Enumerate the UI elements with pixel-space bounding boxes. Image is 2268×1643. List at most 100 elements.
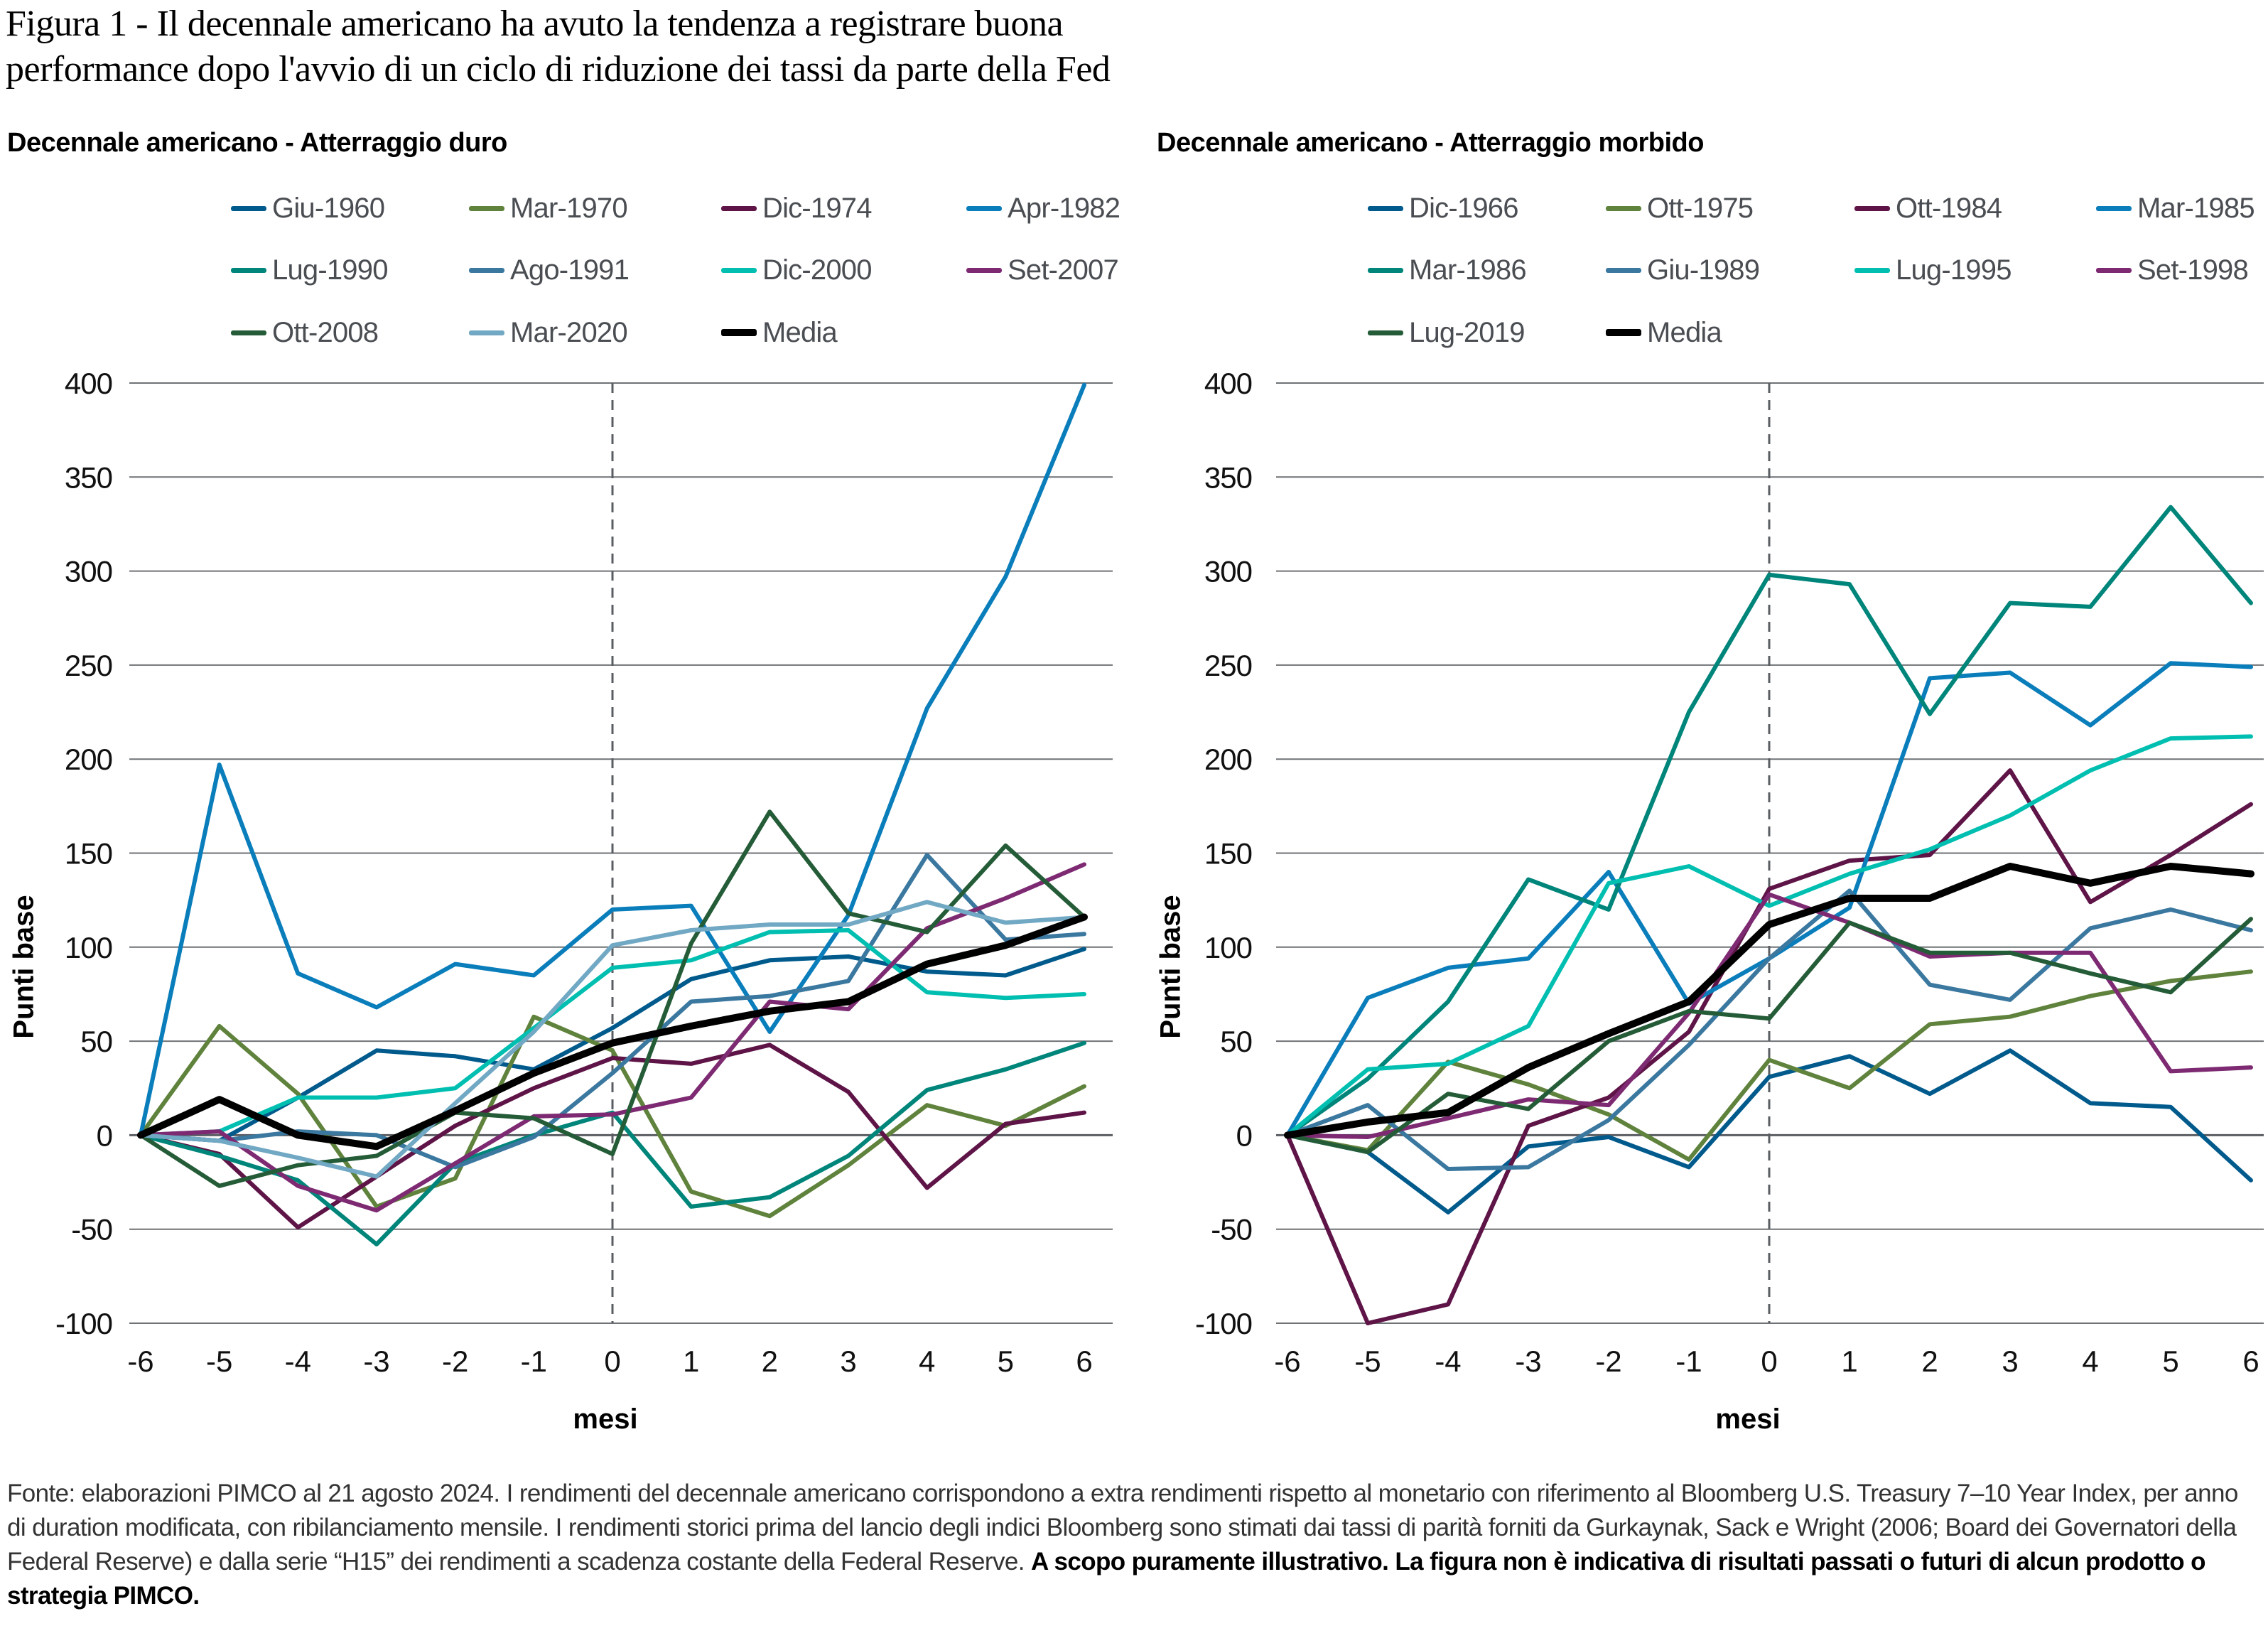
legend-item-giu-1960: Giu-1960 xyxy=(231,190,385,226)
series-line-ott-2008 xyxy=(139,809,1086,1188)
legend-item-lug-2019: Lug-2019 xyxy=(1368,315,1525,350)
legend-item-dic-2000: Dic-2000 xyxy=(721,252,872,288)
legend-label: Dic-1966 xyxy=(1409,192,1518,224)
y-tick-label: -100 xyxy=(55,1307,112,1340)
legend-item-mar-1970: Mar-1970 xyxy=(469,190,628,226)
x-tick-label: -5 xyxy=(1354,1345,1381,1378)
legend-swatch-icon xyxy=(966,205,1002,211)
legend-label: Lug-1995 xyxy=(1896,254,2012,286)
y-tick-label: 400 xyxy=(65,367,112,400)
legend-item-set-1998: Set-1998 xyxy=(2096,252,2249,288)
x-tick-label: -3 xyxy=(363,1345,389,1378)
x-tick-label: 4 xyxy=(919,1345,935,1378)
series-line-lug-2019 xyxy=(1285,917,2253,1155)
y-tick-label: 0 xyxy=(1236,1119,1252,1152)
legend-label: Dic-2000 xyxy=(762,254,872,286)
legend-item-mar-1985: Mar-1985 xyxy=(2096,190,2255,226)
legend-label: Dic-1974 xyxy=(762,192,872,224)
legend-swatch-icon xyxy=(1854,205,1890,211)
legend-swatch-icon xyxy=(231,205,266,211)
y-tick-label: 150 xyxy=(65,837,112,871)
y-axis-label: Punti base xyxy=(1155,895,1187,1038)
legend-item-ott-1984: Ott-1984 xyxy=(1854,190,2002,226)
legend-swatch-icon xyxy=(469,330,504,335)
legend-item-dic-1974: Dic-1974 xyxy=(721,190,872,226)
legend-item-set-2007: Set-2007 xyxy=(966,252,1119,288)
y-tick-label: 250 xyxy=(65,649,112,682)
x-tick-label: 6 xyxy=(1076,1345,1092,1378)
series-line-dic-1966 xyxy=(1285,1048,2253,1214)
series-line-dic-2000 xyxy=(139,928,1086,1138)
legend-label: Ott-2008 xyxy=(272,316,379,348)
series-line-dic-1974 xyxy=(139,1043,1086,1230)
series-line-ott-1984 xyxy=(1285,768,2253,1325)
y-tick-label: -50 xyxy=(71,1213,112,1246)
y-tick-label: 250 xyxy=(1204,649,1252,682)
chart-title-soft-landing: Decennale americano - Atterraggio morbid… xyxy=(1157,128,1704,158)
legend-label: Ago-1991 xyxy=(510,254,630,286)
legend-swatch-icon xyxy=(966,267,1002,273)
series-line-mar-2020 xyxy=(139,900,1086,1179)
chart-title-hard-landing: Decennale americano - Atterraggio duro xyxy=(7,128,507,158)
legend-swatch-icon xyxy=(469,205,504,211)
x-tick-label: 0 xyxy=(1761,1345,1777,1378)
legend-swatch-icon xyxy=(721,205,757,211)
x-tick-label: 3 xyxy=(840,1345,856,1378)
legend-item-media: Media xyxy=(1606,315,1722,350)
x-tick-label: -1 xyxy=(521,1345,547,1378)
legend-label: Giu-1960 xyxy=(272,192,385,224)
y-tick-label: 150 xyxy=(1204,837,1252,871)
series-line-set-1998 xyxy=(1285,892,2253,1139)
x-tick-label: 4 xyxy=(2082,1345,2098,1378)
series-line-media xyxy=(137,913,1088,1151)
x-tick-label: -2 xyxy=(442,1345,468,1378)
footnote-text: Fonte: elaborazioni PIMCO al 21 agosto 2… xyxy=(7,1480,2238,1575)
legend-label: Apr-1982 xyxy=(1008,192,1120,224)
legend-label: Lug-2019 xyxy=(1409,316,1525,348)
footnote-disclaimer: A scopo puramente illustrativo. La figur… xyxy=(7,1548,2206,1610)
figure-title: Figura 1 - Il decennale americano ha avu… xyxy=(6,1,2244,92)
figure-title-line-1: Figura 1 - Il decennale americano ha avu… xyxy=(6,4,1064,44)
x-tick-label: 6 xyxy=(2242,1345,2259,1378)
legend-label: Media xyxy=(762,316,838,348)
legend-swatch-icon xyxy=(1606,267,1641,273)
x-tick-label: 2 xyxy=(762,1345,778,1378)
legend-label: Mar-2020 xyxy=(510,316,628,348)
legend-swatch-icon xyxy=(231,330,266,335)
x-tick-label: 1 xyxy=(683,1345,699,1378)
series-line-mar-1970 xyxy=(139,1014,1086,1219)
y-tick-label: -100 xyxy=(1195,1307,1252,1340)
legend-label: Set-2007 xyxy=(1008,254,1119,286)
y-axis-label: Punti base xyxy=(9,895,40,1038)
y-tick-label: -50 xyxy=(1211,1213,1252,1246)
legend-swatch-icon xyxy=(721,329,757,336)
legend-item-mar-2020: Mar-2020 xyxy=(469,315,628,350)
legend-swatch-icon xyxy=(1368,267,1403,273)
x-axis-label: mesi xyxy=(573,1404,637,1435)
legend-label: Mar-1986 xyxy=(1409,254,1527,286)
legend-swatch-icon xyxy=(1368,330,1403,335)
legend-label: Giu-1989 xyxy=(1647,254,1760,286)
x-tick-label: 3 xyxy=(2002,1345,2018,1378)
x-tick-label: -6 xyxy=(1274,1345,1300,1378)
series-line-mar-1986 xyxy=(1285,505,2253,1138)
legend-swatch-icon xyxy=(721,267,757,273)
legend-item-giu-1989: Giu-1989 xyxy=(1606,252,1760,288)
legend-swatch-icon xyxy=(2096,267,2132,273)
legend-label: Ott-1984 xyxy=(1896,192,2002,224)
legend-item-lug-1995: Lug-1995 xyxy=(1854,252,2012,288)
series-line-lug-1995 xyxy=(1285,734,2253,1138)
x-tick-label: -4 xyxy=(285,1345,311,1378)
x-tick-label: -2 xyxy=(1595,1345,1621,1378)
y-tick-label: 400 xyxy=(1204,367,1252,400)
x-tick-label: -4 xyxy=(1435,1345,1461,1378)
x-tick-label: 1 xyxy=(1841,1345,1857,1378)
legend-label: Mar-1970 xyxy=(510,192,628,224)
legend-item-ago-1991: Ago-1991 xyxy=(469,252,630,288)
y-tick-label: 200 xyxy=(65,743,112,776)
legend-item-ott-2008: Ott-2008 xyxy=(231,315,379,350)
y-tick-label: 200 xyxy=(1204,743,1252,776)
x-tick-label: 2 xyxy=(1921,1345,1938,1378)
legend-label: Ott-1975 xyxy=(1647,192,1754,224)
